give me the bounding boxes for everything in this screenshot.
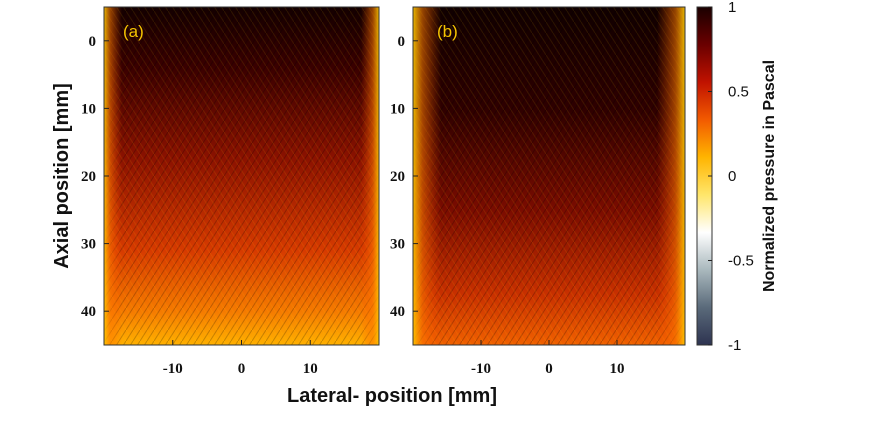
- y-tick-label-b: 30: [390, 237, 405, 253]
- y-tick-label-a: 10: [81, 101, 96, 117]
- colorbar-tick-label: -1: [728, 337, 741, 354]
- colorbar-tick-label: 1: [728, 0, 736, 16]
- y-tick-label-a: 0: [89, 34, 97, 50]
- colorbar-tick-label: 0.5: [728, 84, 749, 101]
- ticks-panel-a: 0 10 20 30 40 -10 0 10: [81, 34, 318, 377]
- panel-a: [104, 7, 379, 345]
- x-tick-label-a: -10: [163, 361, 183, 377]
- colorbar-tick-label: 0: [728, 168, 736, 185]
- interference-texture-a: [104, 7, 379, 345]
- panel-label-a: (a): [123, 22, 144, 41]
- x-tick-label-a: 0: [238, 361, 246, 377]
- colorbar-ticks: 1 0.5 0 -0.5 -1: [708, 0, 754, 354]
- y-tick-label-b: 40: [390, 304, 405, 320]
- x-tick-label-a: 10: [303, 361, 318, 377]
- y-tick-label-b: 20: [390, 169, 405, 185]
- colorbar-label: Normalized pressure in Pascal: [761, 60, 778, 292]
- y-tick-label-a: 20: [81, 169, 96, 185]
- x-tick-label-b: -10: [471, 361, 491, 377]
- panel-label-b: (b): [437, 22, 458, 41]
- y-tick-label-a: 40: [81, 304, 96, 320]
- interference-texture-b: [413, 7, 685, 345]
- edge-glow-right-a: [361, 7, 379, 345]
- y-axis-label: Axial position [mm]: [51, 83, 73, 269]
- x-tick-label-b: 0: [545, 361, 553, 377]
- y-tick-label-a: 30: [81, 237, 96, 253]
- ticks-panel-b: 0 10 20 30 40 -10 0 10: [390, 34, 625, 377]
- panel-b: [413, 7, 685, 345]
- x-tick-label-b: 10: [610, 361, 625, 377]
- colorbar-tick-label: -0.5: [728, 253, 754, 270]
- edge-glow-right-b: [657, 7, 685, 345]
- y-tick-label-b: 10: [390, 101, 405, 117]
- x-axis-label: Lateral- position [mm]: [287, 385, 497, 407]
- edge-glow-left-a: [104, 7, 122, 345]
- y-tick-label-b: 0: [398, 34, 406, 50]
